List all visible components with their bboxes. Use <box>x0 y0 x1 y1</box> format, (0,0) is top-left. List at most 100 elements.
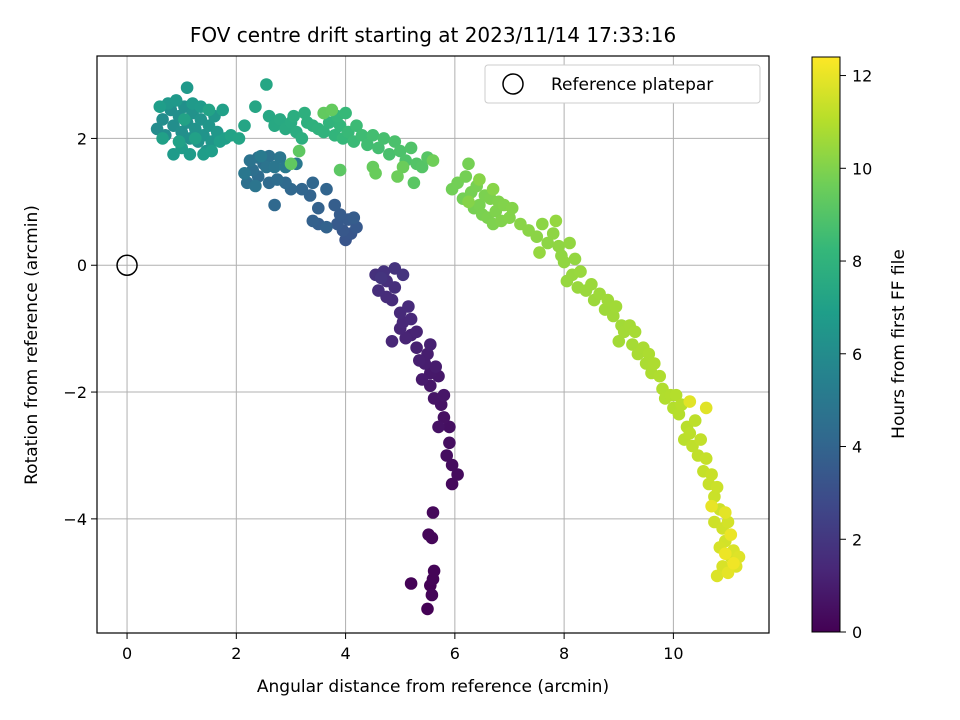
data-point <box>533 246 546 259</box>
data-point <box>672 407 686 421</box>
data-point <box>156 113 169 126</box>
y-axis-label: Rotation from reference (arcmin) <box>22 205 42 485</box>
data-point <box>361 138 374 152</box>
colorbar-ticks: 0 2 4 6 8 10 12 <box>840 67 872 642</box>
data-points <box>150 78 746 616</box>
data-point <box>339 106 352 120</box>
data-point <box>415 373 429 386</box>
data-point <box>402 300 415 313</box>
x-tick-label: 6 <box>450 644 460 663</box>
data-point <box>473 173 486 186</box>
data-point <box>688 414 702 427</box>
data-point <box>325 103 339 117</box>
data-point <box>563 236 576 250</box>
data-point <box>443 436 456 450</box>
data-point <box>391 170 404 183</box>
data-point <box>295 132 309 145</box>
data-point <box>172 135 186 148</box>
data-point <box>653 369 666 383</box>
data-point <box>459 170 473 183</box>
colorbar-tick-label: 4 <box>852 438 862 457</box>
data-point <box>683 427 697 440</box>
data-point <box>585 278 598 291</box>
data-point <box>437 388 451 402</box>
data-point <box>437 411 451 424</box>
data-point <box>320 182 333 196</box>
data-point <box>238 167 251 180</box>
colorbar-tick-label: 2 <box>852 530 862 549</box>
data-point <box>536 217 549 231</box>
data-point <box>372 284 385 297</box>
colorbar-tick-label: 12 <box>852 67 872 86</box>
legend-marker-icon <box>502 73 524 95</box>
data-point <box>530 230 544 243</box>
x-tick-label: 8 <box>559 644 569 663</box>
colorbar-gradient <box>811 56 841 633</box>
data-point <box>350 119 363 132</box>
data-point <box>415 160 429 174</box>
data-point <box>388 135 402 148</box>
data-point <box>273 113 287 126</box>
data-point <box>262 109 276 123</box>
data-point <box>410 341 423 355</box>
legend: Reference platepar <box>484 64 761 104</box>
grid-lines <box>97 56 769 633</box>
data-point <box>705 468 718 481</box>
data-point <box>552 239 565 253</box>
data-point <box>396 160 410 174</box>
data-point <box>628 325 642 339</box>
data-point <box>648 357 661 370</box>
data-point <box>153 100 167 113</box>
data-point <box>574 265 587 278</box>
data-point <box>268 160 281 174</box>
data-point <box>232 132 246 145</box>
data-point <box>683 395 697 408</box>
data-point <box>429 360 443 374</box>
data-point <box>372 141 385 155</box>
y-tick-label: 0 <box>77 256 87 275</box>
data-point <box>238 119 251 132</box>
data-point <box>462 195 475 209</box>
data-point <box>413 354 426 367</box>
data-point <box>328 198 342 212</box>
data-point <box>249 179 262 193</box>
data-point <box>710 569 724 583</box>
legend-entry-reference: Reference platepar <box>551 75 713 95</box>
data-point <box>426 506 440 519</box>
data-point <box>612 335 626 348</box>
colorbar-label: Hours from first FF file <box>889 249 909 439</box>
data-point <box>699 452 713 465</box>
data-point <box>399 331 413 345</box>
colorbar-tick-label: 0 <box>852 623 862 642</box>
data-point <box>426 154 440 167</box>
colorbar-tick-label: 6 <box>852 345 862 364</box>
data-point <box>393 144 407 158</box>
chart-title: FOV centre drift starting at 2023/11/14 … <box>190 23 676 47</box>
data-point <box>404 577 418 590</box>
x-axis-label: Angular distance from reference (arcmin) <box>257 677 609 697</box>
data-point <box>205 144 218 158</box>
data-point <box>721 566 735 580</box>
data-point <box>609 300 623 313</box>
legend-box <box>484 64 761 104</box>
data-point <box>568 252 582 266</box>
data-point <box>410 325 423 339</box>
data-point <box>284 157 298 171</box>
data-point <box>425 588 439 602</box>
x-tick-label: 2 <box>231 644 241 663</box>
data-point <box>445 477 459 491</box>
data-point <box>669 388 683 402</box>
data-point <box>424 338 437 351</box>
data-point <box>306 214 320 228</box>
data-point <box>721 515 735 529</box>
data-point <box>180 81 194 94</box>
data-point <box>404 312 418 326</box>
data-point <box>385 335 399 348</box>
data-point <box>642 347 656 361</box>
data-point <box>243 154 257 167</box>
data-point <box>719 506 732 519</box>
data-point <box>503 211 516 224</box>
data-point <box>432 420 445 434</box>
data-point <box>546 227 560 240</box>
